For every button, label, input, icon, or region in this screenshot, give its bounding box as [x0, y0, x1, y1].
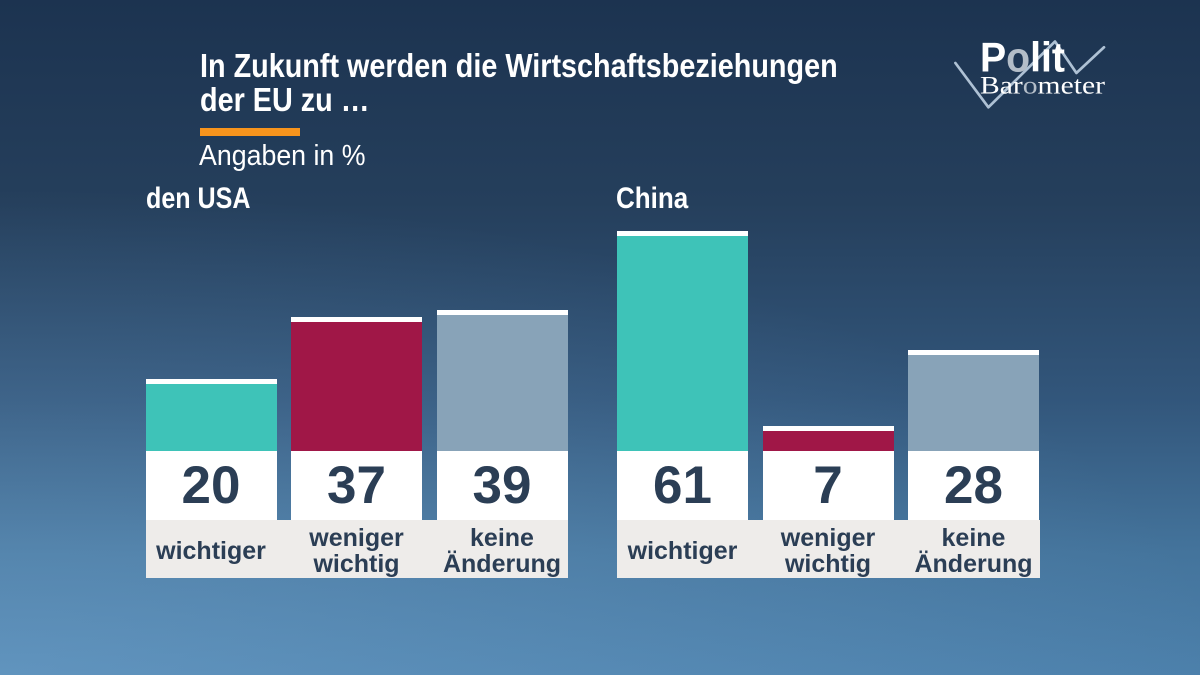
svg-text:Polit: Polit — [980, 34, 1065, 81]
